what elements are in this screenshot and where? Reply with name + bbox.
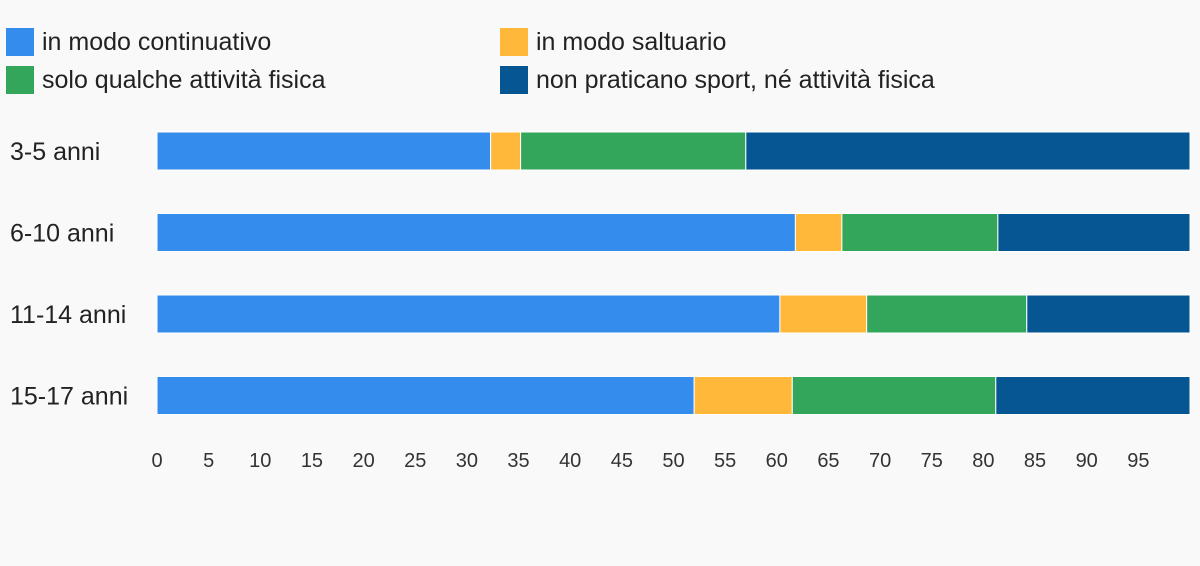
bar-segment bbox=[791, 376, 997, 415]
bar-segment bbox=[156, 213, 796, 252]
x-tick-label: 50 bbox=[662, 450, 684, 472]
bar-segment bbox=[995, 376, 1191, 415]
legend-swatch bbox=[500, 28, 528, 56]
x-tick-label: 60 bbox=[766, 450, 788, 472]
bars bbox=[156, 131, 1191, 415]
legend-item: non praticano sport, né attività fisica bbox=[500, 65, 935, 95]
x-tick-label: 45 bbox=[611, 450, 633, 472]
category-label: 6-10 anni bbox=[10, 220, 114, 248]
legend-swatch bbox=[6, 28, 34, 56]
x-tick-label: 25 bbox=[404, 450, 426, 472]
bar-segment bbox=[745, 131, 1191, 171]
bar-segment bbox=[520, 131, 747, 171]
x-tick-label: 15 bbox=[301, 450, 323, 472]
bar-segment bbox=[156, 376, 695, 415]
bar-segment bbox=[997, 213, 1191, 252]
x-tick-label: 85 bbox=[1024, 450, 1046, 472]
legend-label: in modo saltuario bbox=[536, 27, 727, 56]
bar-segment bbox=[156, 294, 781, 334]
legend-item: in modo saltuario bbox=[500, 27, 726, 57]
x-tick-label: 0 bbox=[151, 450, 162, 472]
legend-swatch bbox=[500, 66, 528, 94]
x-axis-ticks: 0 5 10 15 20 25 30 35 40 45 50 55 60 65 70 75 80 85 90 95 bbox=[151, 450, 1149, 472]
x-tick-label: 65 bbox=[817, 450, 839, 472]
x-tick-label: 90 bbox=[1076, 450, 1098, 472]
x-tick-label: 55 bbox=[714, 450, 736, 472]
bar-segment bbox=[779, 294, 868, 334]
x-tick-label: 95 bbox=[1127, 450, 1149, 472]
bar-segment bbox=[841, 213, 999, 252]
category-labels: 3-5 anni 6-10 anni 11-14 anni 15-17 anni bbox=[10, 138, 128, 411]
x-tick-label: 5 bbox=[203, 450, 214, 472]
bar-segment bbox=[156, 131, 492, 171]
x-tick-label: 30 bbox=[456, 450, 478, 472]
bar-segment bbox=[693, 376, 793, 415]
category-label: 11-14 anni bbox=[10, 301, 126, 329]
x-tick-label: 35 bbox=[507, 450, 529, 472]
bar-segment bbox=[794, 213, 843, 252]
legend-swatch bbox=[6, 66, 34, 94]
bar-segment bbox=[866, 294, 1028, 334]
bar-segment bbox=[1026, 294, 1191, 334]
x-tick-label: 70 bbox=[869, 450, 891, 472]
legend-label: non praticano sport, né attività fisica bbox=[536, 65, 935, 94]
legend: in modo continuativo in modo saltuario sol… bbox=[0, 0, 1200, 110]
x-tick-label: 40 bbox=[559, 450, 581, 472]
x-tick-label: 20 bbox=[352, 450, 374, 472]
x-tick-label: 10 bbox=[249, 450, 271, 472]
legend-label: in modo continuativo bbox=[42, 27, 272, 56]
legend-label: solo qualche attività fisica bbox=[42, 65, 326, 94]
category-label: 15-17 anni bbox=[10, 383, 128, 411]
x-tick-label: 75 bbox=[921, 450, 943, 472]
bar-segment bbox=[490, 131, 522, 171]
legend-item: in modo continuativo bbox=[6, 27, 271, 57]
x-tick-label: 80 bbox=[972, 450, 994, 472]
category-label: 3-5 anni bbox=[10, 138, 100, 166]
legend-item: solo qualche attività fisica bbox=[6, 65, 325, 95]
